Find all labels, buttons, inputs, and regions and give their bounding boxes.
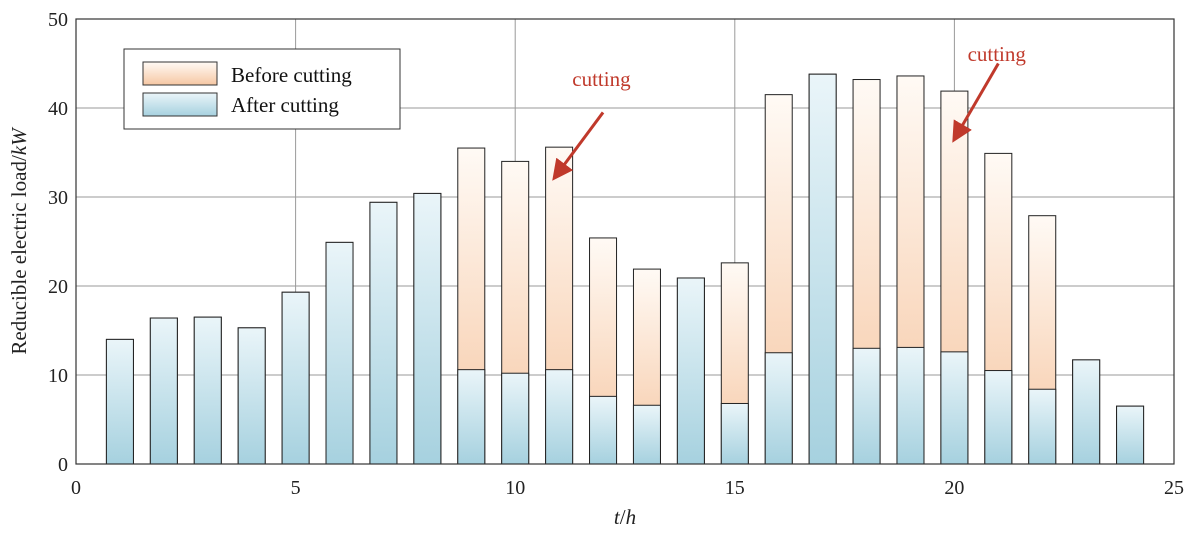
bar-after-cutting bbox=[632, 404, 661, 465]
legend-box bbox=[123, 48, 401, 130]
bar-after-cutting bbox=[237, 327, 266, 465]
y-axis-label-unit: kW bbox=[7, 126, 31, 155]
x-axis-label-sep: / bbox=[620, 505, 626, 529]
bar-after-cutting bbox=[589, 395, 618, 465]
bar-after-cutting bbox=[940, 351, 969, 465]
x-axis-label-unit: h bbox=[626, 505, 637, 529]
bar-after-cutting bbox=[457, 369, 486, 465]
plot-frame bbox=[75, 18, 1175, 465]
bar-after-cutting bbox=[1028, 388, 1057, 465]
x-tick-label: 15 bbox=[725, 477, 745, 499]
y-tick-label: 0 bbox=[58, 454, 68, 476]
x-tick-label: 10 bbox=[505, 477, 525, 499]
bar-after-cutting bbox=[501, 372, 530, 465]
x-tick-label: 5 bbox=[291, 477, 301, 499]
bar-after-cutting bbox=[149, 317, 178, 465]
tick-labels: 0 5 10 15 20 25 0 10 20 30 40 50 bbox=[48, 9, 1184, 499]
x-axis-label-var: t bbox=[614, 505, 621, 529]
bar-after-cutting bbox=[984, 370, 1013, 465]
x-tick-label: 20 bbox=[944, 477, 964, 499]
bar-after-cutting bbox=[1116, 405, 1145, 465]
bar-after-cutting bbox=[1072, 359, 1101, 465]
x-axis-label: t/h bbox=[614, 505, 636, 529]
y-tick-label: 40 bbox=[48, 98, 68, 120]
bar-after-cutting bbox=[325, 241, 354, 465]
annotation-arrow bbox=[952, 62, 1000, 143]
annotation-arrow bbox=[552, 111, 605, 181]
bar-after-cutting bbox=[896, 346, 925, 465]
annotation-cutting: cutting bbox=[572, 67, 631, 91]
bar-after-cutting bbox=[413, 192, 442, 465]
bar-after-cutting bbox=[764, 352, 793, 465]
legend-swatch-after bbox=[142, 92, 218, 117]
y-tick-label: 10 bbox=[48, 365, 68, 387]
bar-after-cutting bbox=[193, 316, 222, 465]
bar-after-cutting bbox=[281, 291, 310, 465]
annotations: cutting cutting bbox=[552, 42, 1027, 181]
bar-after-cutting bbox=[676, 277, 705, 465]
legend-label-before: Before cutting bbox=[231, 63, 352, 87]
y-tick-label: 50 bbox=[48, 9, 68, 31]
legend: Before cutting After cutting bbox=[123, 48, 401, 130]
bar-after-cutting bbox=[808, 73, 837, 465]
legend-swatch-before bbox=[142, 61, 218, 86]
x-tick-label: 0 bbox=[71, 477, 81, 499]
bar-after-cutting bbox=[105, 338, 134, 465]
bar-after-cutting bbox=[852, 347, 881, 465]
legend-label-after: After cutting bbox=[231, 93, 339, 117]
y-axis-label-text: Reducible electric load/ bbox=[7, 155, 31, 355]
annotation-cutting: cutting bbox=[968, 42, 1027, 66]
bar-after-cutting bbox=[720, 402, 749, 465]
x-tick-label: 25 bbox=[1164, 477, 1184, 499]
bars bbox=[105, 73, 1145, 465]
bar-after-cutting bbox=[369, 201, 398, 465]
y-axis-label: Reducible electric load/kW bbox=[7, 126, 31, 355]
y-tick-label: 30 bbox=[48, 187, 68, 209]
bar-after-cutting bbox=[545, 369, 574, 465]
y-tick-label: 20 bbox=[48, 276, 68, 298]
